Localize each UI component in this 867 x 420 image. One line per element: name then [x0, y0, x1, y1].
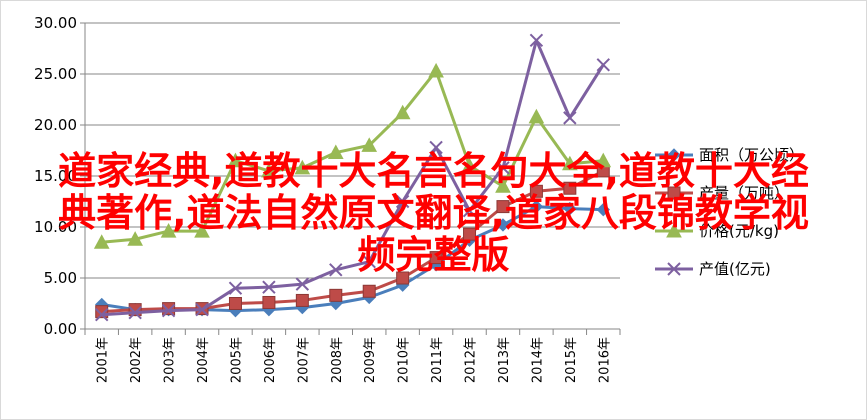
data-point — [667, 186, 681, 200]
y-tick-label: 5.00 — [44, 269, 77, 287]
x-tick-label: 2004年 — [196, 337, 211, 383]
data-point — [262, 280, 276, 294]
data-point — [262, 295, 276, 309]
data-point — [362, 284, 376, 298]
x-tick-label: 2007年 — [296, 337, 311, 383]
data-point — [529, 184, 543, 198]
series-line — [101, 69, 604, 244]
legend: 面积（万公顷） 产量（万吨） 价格(元/kg) 产值(亿元) — [655, 146, 804, 278]
series-3 — [93, 62, 612, 249]
data-point — [529, 33, 544, 48]
data-point — [667, 148, 681, 162]
x-tick-label: 2002年 — [129, 337, 144, 383]
data-point — [667, 262, 681, 276]
data-point — [429, 251, 443, 265]
data-point — [93, 234, 110, 249]
y-tick-label: 15.00 — [34, 167, 77, 185]
data-point — [562, 155, 578, 171]
data-point — [596, 58, 610, 72]
series-line — [101, 38, 605, 317]
data-point — [329, 288, 343, 302]
legend-item: 面积（万公顷） — [655, 146, 804, 164]
data-point — [295, 293, 309, 307]
y-tick-labels: 0.00 5.00 10.00 15.00 20.00 25.00 30.00 — [34, 14, 77, 338]
data-point — [162, 302, 176, 316]
data-point — [228, 281, 243, 295]
series-group — [93, 33, 612, 322]
data-point — [461, 157, 478, 173]
data-point — [161, 303, 176, 318]
data-point — [327, 144, 344, 160]
data-point — [195, 302, 209, 317]
data-point — [496, 200, 510, 214]
data-point — [528, 108, 545, 124]
x-tick-label: 2003年 — [163, 337, 178, 383]
axes — [80, 22, 621, 335]
data-point — [261, 162, 277, 178]
x-tick-label: 2015年 — [564, 337, 579, 383]
y-tick-label: 10.00 — [34, 218, 77, 236]
data-point — [495, 178, 511, 193]
series-line — [101, 205, 604, 313]
data-point — [563, 111, 577, 125]
data-point — [563, 181, 577, 195]
data-point — [194, 223, 210, 238]
legend-label: 面积（万公顷） — [699, 146, 804, 164]
data-point — [128, 305, 142, 320]
data-point — [127, 231, 143, 246]
data-point — [160, 223, 177, 238]
legend-item: 产量（万吨） — [655, 184, 789, 202]
legend-item: 价格(元/kg) — [655, 222, 779, 240]
x-tick-label: 2010年 — [397, 337, 412, 383]
legend-label: 产量（万吨） — [699, 184, 789, 202]
legend-item: 产值(亿元) — [655, 260, 771, 278]
data-point — [361, 137, 378, 152]
data-point — [227, 152, 244, 168]
y-tick-label: 0.00 — [44, 320, 77, 338]
data-point — [429, 140, 443, 155]
x-tick-label: 2006年 — [263, 337, 278, 383]
legend-label: 产值(亿元) — [699, 260, 771, 278]
data-point — [329, 263, 343, 277]
y-tick-label: 30.00 — [34, 14, 77, 32]
data-point — [394, 104, 411, 120]
data-point — [666, 222, 682, 238]
x-tick-label: 2011年 — [430, 337, 445, 383]
x-tick-labels: 2001年 2002年 2003年 2004年 2005年 2006年 2007年 2008年… — [96, 337, 613, 383]
x-tick-label: 2005年 — [229, 337, 244, 383]
data-point — [228, 297, 242, 310]
data-point — [496, 161, 510, 175]
x-tick-label: 2016年 — [597, 337, 612, 383]
x-tick-label: 2009年 — [363, 337, 378, 383]
data-point — [95, 308, 109, 322]
x-tick-label: 2012年 — [464, 337, 479, 383]
data-point — [463, 227, 477, 241]
series-2 — [95, 164, 610, 319]
data-point — [362, 254, 376, 269]
grid-lines — [85, 22, 620, 279]
x-tick-label: 2001年 — [96, 337, 111, 383]
data-point — [596, 202, 610, 217]
series-4 — [95, 33, 610, 322]
data-point — [563, 201, 577, 216]
data-point — [595, 152, 612, 168]
y-tick-label: 25.00 — [34, 65, 77, 83]
data-point — [529, 199, 544, 214]
legend-label: 价格(元/kg) — [699, 222, 779, 240]
data-point — [395, 194, 410, 209]
x-tick-label: 2013年 — [497, 337, 512, 383]
data-point — [295, 277, 310, 291]
data-point — [462, 203, 477, 218]
series-line — [101, 169, 604, 314]
data-point — [428, 62, 444, 78]
x-tick-label: 2014年 — [530, 337, 545, 383]
y-tick-label: 20.00 — [34, 116, 77, 134]
series-1 — [95, 199, 610, 318]
data-point — [496, 218, 510, 232]
x-tick-label: 2008年 — [330, 337, 345, 383]
data-point — [396, 271, 410, 285]
data-point — [294, 159, 311, 175]
